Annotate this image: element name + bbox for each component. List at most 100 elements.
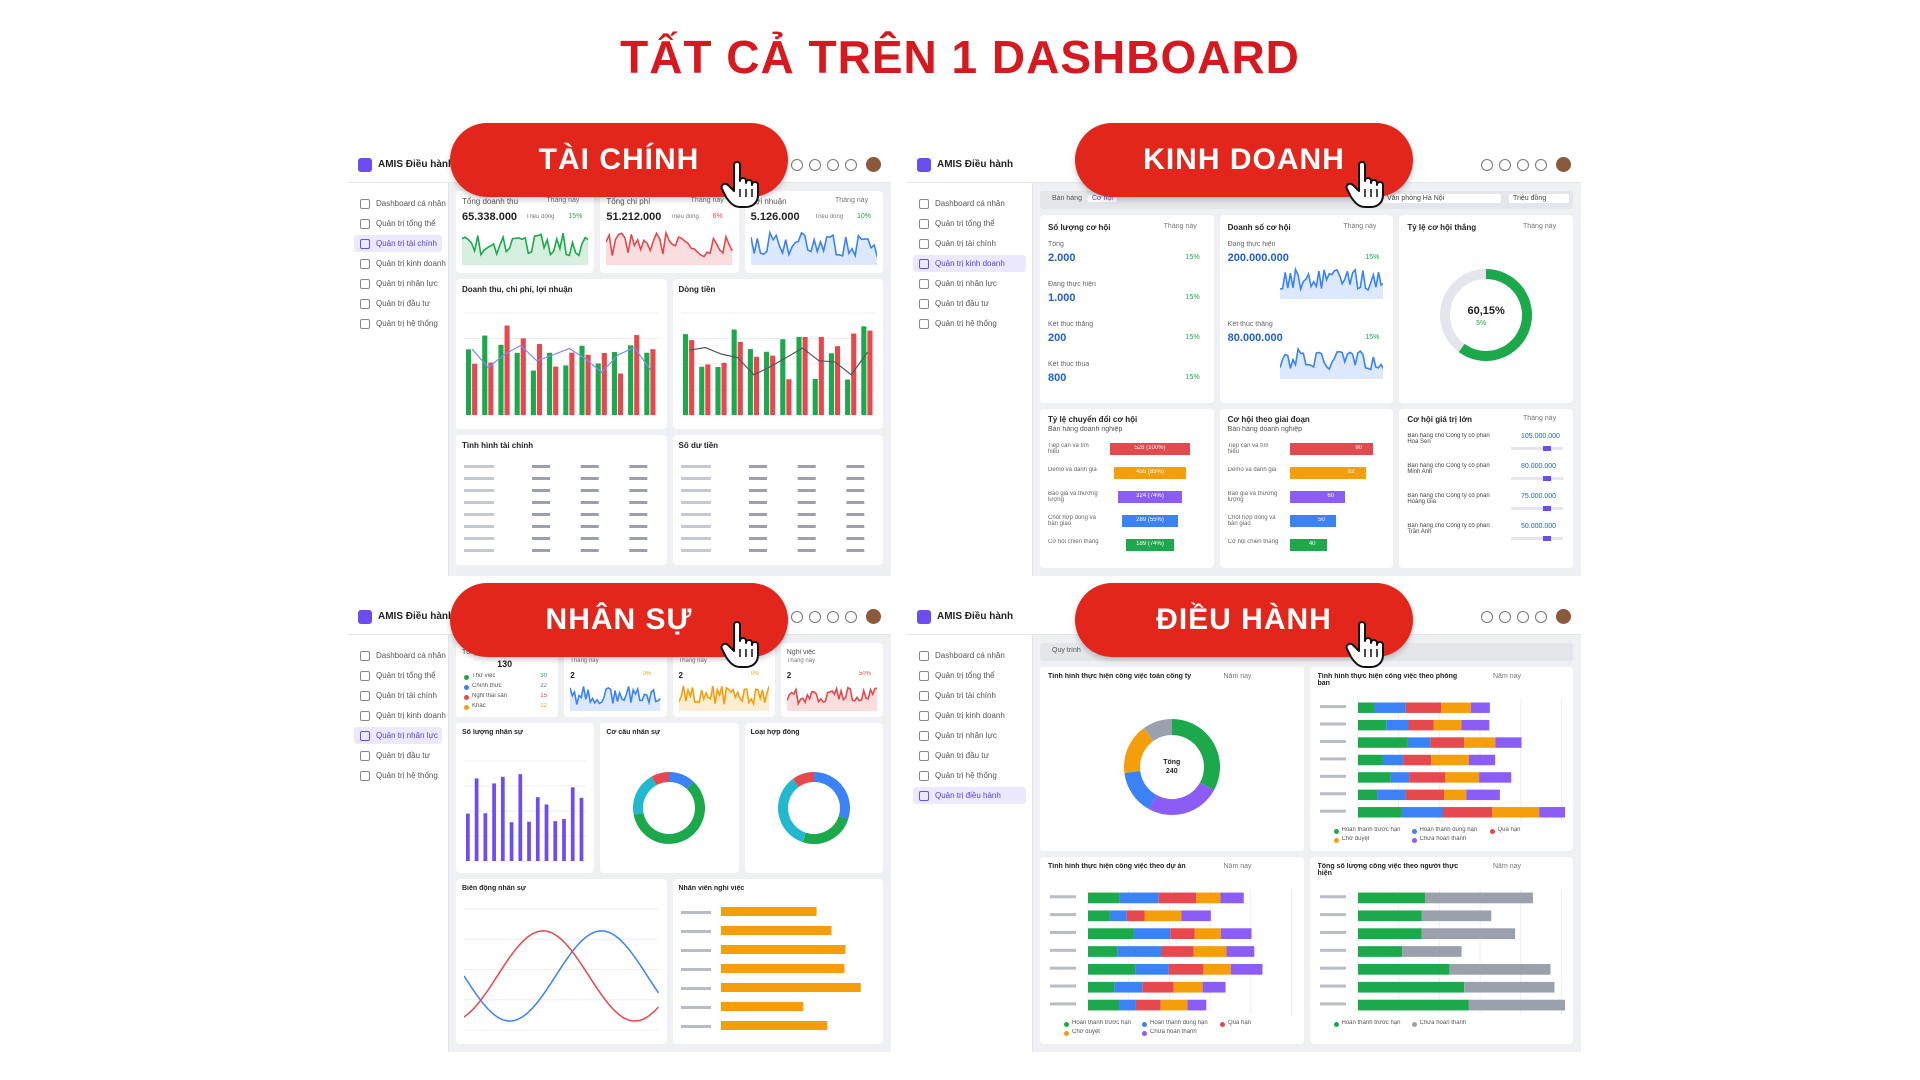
cell xyxy=(629,549,648,552)
menu-icon xyxy=(360,239,370,249)
bar-segment xyxy=(1357,737,1408,748)
cell xyxy=(845,465,864,468)
stage-value: 82 xyxy=(1347,469,1355,475)
legend-label: Hoàn thành trước hạn xyxy=(1072,1020,1131,1026)
sidebar: Dashboard cá nhân Quản trị tổng thể Quản t… xyxy=(348,635,449,1052)
header-icon xyxy=(827,159,839,171)
bar-segment xyxy=(1421,928,1515,939)
bar-segment xyxy=(1465,789,1500,801)
bar-segment xyxy=(1421,910,1491,922)
menu-icon xyxy=(360,279,370,289)
bar-segment xyxy=(1376,789,1406,801)
bar-segment xyxy=(1478,772,1511,783)
row-value: 2.000 xyxy=(1048,252,1076,264)
card: Loại hợp đồng xyxy=(744,723,883,873)
legend-dot xyxy=(1489,829,1495,834)
bar xyxy=(850,333,856,415)
bar xyxy=(834,346,840,415)
bar xyxy=(482,335,488,415)
app-name: AMIS Điều hành xyxy=(378,159,455,170)
donut-segment xyxy=(1148,782,1214,815)
bar xyxy=(785,379,791,415)
card: Nhân viên nghỉ việc xyxy=(672,879,883,1044)
cell xyxy=(532,501,551,504)
page-title: TẤT CẢ TRÊN 1 DASHBOARD xyxy=(620,31,1300,83)
bar xyxy=(737,341,743,415)
kpi-value: 2 xyxy=(678,671,683,680)
bar xyxy=(802,337,808,415)
cell xyxy=(680,525,711,528)
card: Cơ cấu nhân sự xyxy=(600,723,739,873)
bar xyxy=(731,329,737,415)
menu-label: Quản trị tổng thể xyxy=(935,219,995,228)
menu-item: Quản trị nhân lực xyxy=(913,275,1026,292)
legend-label: Chưa hoàn thành xyxy=(1419,836,1467,842)
bar xyxy=(714,367,721,415)
header-icon xyxy=(791,611,803,623)
bar-segment xyxy=(1173,981,1203,993)
card-period: Tháng này xyxy=(1343,223,1377,230)
menu-item: Quản trị kinh doanh xyxy=(913,255,1026,272)
bar-segment xyxy=(1194,928,1221,939)
menu-label: Dashboard cá nhân xyxy=(376,199,446,208)
cell xyxy=(532,513,551,516)
bar xyxy=(634,335,640,415)
cell xyxy=(580,489,599,492)
hand-cursor xyxy=(1345,161,1384,208)
kpi-period: Tháng này xyxy=(570,658,599,664)
bar xyxy=(818,336,824,415)
chart xyxy=(777,772,850,844)
bar-segment xyxy=(1357,789,1377,801)
menu-label: Quản trị nhân lực xyxy=(935,279,997,288)
menu-item: Quản trị tổng thể xyxy=(913,215,1026,232)
line xyxy=(471,344,651,374)
item-value: 105.000.000 xyxy=(1520,433,1560,440)
chart xyxy=(464,465,648,552)
menu-icon xyxy=(360,711,370,721)
bar xyxy=(720,907,817,916)
donut-segment xyxy=(634,781,706,844)
header-icon xyxy=(1517,611,1529,623)
cell xyxy=(748,489,767,492)
widget-period: Năm nay xyxy=(1223,673,1252,680)
stage-bar xyxy=(1289,467,1366,479)
label-stub xyxy=(1319,722,1346,726)
bar-segment xyxy=(1117,946,1162,957)
stage-value: 60 xyxy=(1327,493,1335,499)
bar-segment xyxy=(1374,702,1406,713)
bar-segment xyxy=(1203,964,1231,975)
cell xyxy=(748,513,767,516)
menu-icon xyxy=(919,259,929,269)
menu-item: Quản trị tài chính xyxy=(913,687,1026,704)
legend-label: Hoàn thành trước hạn xyxy=(1341,827,1401,833)
cell xyxy=(629,501,648,504)
menu-icon xyxy=(919,279,929,289)
kpi-value: 65.338.000 xyxy=(462,211,518,223)
bar-segment xyxy=(1088,946,1118,957)
stage-value: 189 (74%) xyxy=(1136,541,1164,547)
bar-segment xyxy=(1119,999,1136,1011)
bar-segment xyxy=(1385,719,1408,731)
menu-icon xyxy=(360,691,370,701)
chart xyxy=(678,685,769,711)
menu-icon xyxy=(919,219,929,229)
cell xyxy=(845,501,864,504)
bar xyxy=(860,326,866,415)
menu-icon xyxy=(919,751,929,761)
legend-dot xyxy=(1333,838,1339,843)
bar xyxy=(579,345,585,415)
item-label: Chính thức xyxy=(472,683,502,689)
bar-segment xyxy=(1220,892,1244,904)
cell xyxy=(797,549,816,552)
stage-bar xyxy=(1122,515,1178,527)
cell xyxy=(580,513,599,516)
card-title: Số lượng cơ hội xyxy=(1048,223,1111,232)
stage-label: Tiếp cận và tìm hiểu xyxy=(1048,443,1089,455)
header-icon xyxy=(809,611,821,623)
kpi-unit: Triệu đồng xyxy=(670,214,699,220)
menu-icon xyxy=(919,299,929,309)
cell xyxy=(464,537,494,540)
item-value: 15 xyxy=(540,693,547,699)
header-icon xyxy=(1481,611,1493,623)
menu-item: Quản trị kinh doanh xyxy=(354,707,446,724)
